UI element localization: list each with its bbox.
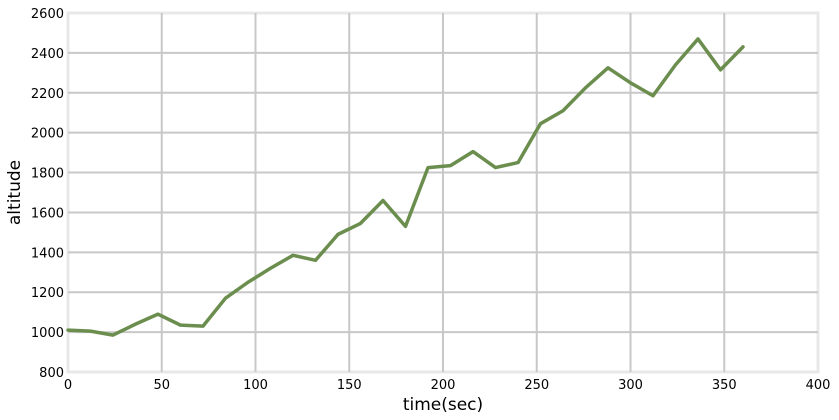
x-tick-label: 250 [524, 378, 549, 393]
x-tick-label: 50 [153, 378, 170, 393]
y-tick-label: 1000 [31, 326, 64, 341]
y-tick-label: 2600 [31, 7, 64, 22]
y-tick-label: 800 [39, 366, 64, 381]
y-tick-label: 2400 [31, 47, 64, 62]
series-line [66, 37, 745, 337]
tick-labels: 0 50 100 150 200 250 300 350 400 800 1000 1200 1400 1… [31, 7, 831, 393]
y-tick-label: 1800 [31, 167, 64, 182]
x-tick-label: 0 [64, 378, 72, 393]
x-tick-label: 300 [618, 378, 643, 393]
x-axis-label: time(sec) [403, 395, 483, 415]
y-tick-label: 2000 [31, 127, 64, 142]
x-tick-label: 350 [712, 378, 737, 393]
y-axis-label: altitude [5, 160, 25, 225]
y-tick-label: 1400 [31, 246, 64, 261]
y-tick-label: 2200 [31, 87, 64, 102]
x-tick-label: 150 [337, 378, 362, 393]
grid-lines [68, 13, 818, 372]
x-tick-label: 100 [243, 378, 268, 393]
y-tick-label: 1200 [31, 286, 64, 301]
x-tick-label: 400 [806, 378, 831, 393]
y-tick-label: 1600 [31, 206, 64, 221]
x-tick-label: 200 [431, 378, 456, 393]
